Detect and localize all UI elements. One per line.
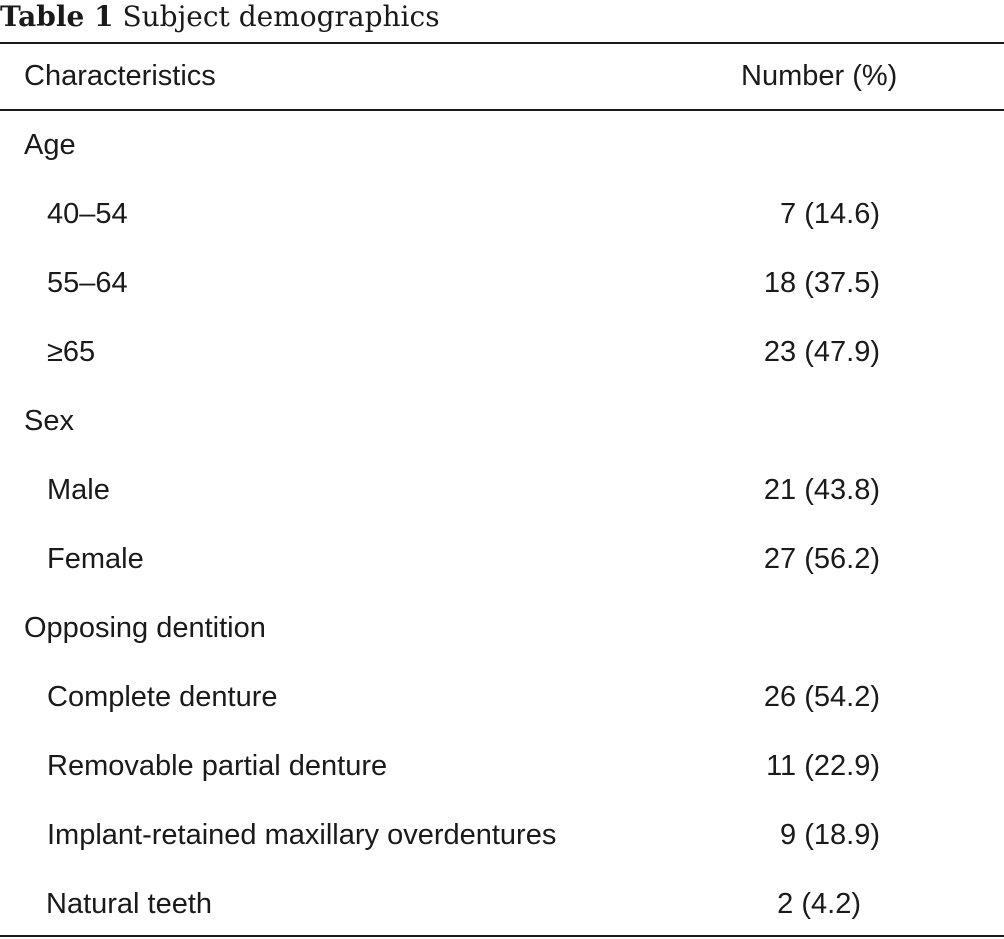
row-label: Opposing dentition [24,612,266,644]
row-value: 26 (54.2) [763,681,880,713]
table-row: Implant-retained maxillary overdentures … [0,801,1004,870]
row-label: Female [47,543,144,575]
row-value: 21 (43.8) [763,474,880,506]
row-value: 23 (47.9) [763,336,880,368]
row-value: 2 (4.2) [777,888,861,920]
table-row-group-sex: Sex [0,387,1004,456]
table-row: 40–54 7 (14.6) [0,180,1004,249]
table-row-group-opposing-dentition: Opposing dentition [0,594,1004,663]
row-label: Sex [24,405,74,437]
table-row: Female 27 (56.2) [0,525,1004,594]
row-label: Age [24,129,76,161]
row-label: ≥65 [47,336,96,368]
table-top-rule [0,42,1004,44]
table-caption: Table 1 Subject demographics [0,0,440,40]
table-header: Characteristics Number (%) [0,44,1004,109]
table-row: Removable partial denture 11 (22.9) [0,732,1004,801]
table-row-group-age: Age [0,111,1004,180]
row-label: Implant-retained maxillary overdentures [47,819,557,851]
row-label: Male [47,474,110,506]
column-header-number: Number (%) [741,60,898,92]
table-title: Subject demographics [122,0,440,33]
table-body: Age 40–54 7 (14.6) 55–64 18 (37.5) ≥65 2… [0,111,1004,939]
row-value: 9 (18.9) [780,819,880,851]
row-label: 40–54 [47,198,128,230]
row-value: 27 (56.2) [763,543,880,575]
row-value: 7 (14.6) [780,198,880,230]
row-label: Complete denture [47,681,278,713]
table-bottom-rule [0,935,1004,937]
table-header-rule [0,109,1004,111]
table-number: Table 1 [0,0,114,33]
row-label: Removable partial denture [47,750,388,782]
table-row: ≥65 23 (47.9) [0,318,1004,387]
row-value: 18 (37.5) [763,267,880,299]
table-row: Male 21 (43.8) [0,456,1004,525]
table-row: 55–64 18 (37.5) [0,249,1004,318]
row-label: Natural teeth [46,888,213,920]
table-row: Complete denture 26 (54.2) [0,663,1004,732]
table-row: Natural teeth 2 (4.2) [0,870,1004,939]
row-value: 11 (22.9) [766,750,880,782]
row-label: 55–64 [47,267,128,299]
column-header-characteristics: Characteristics [24,60,216,92]
